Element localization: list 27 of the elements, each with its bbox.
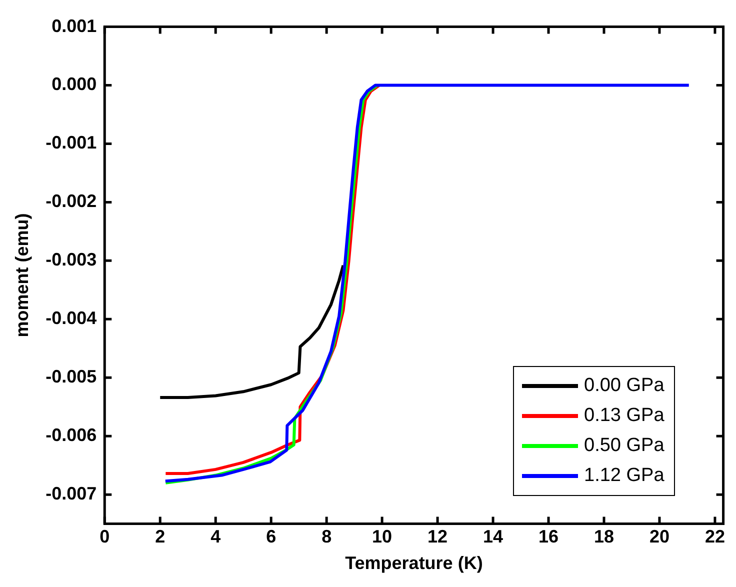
- x-tick-label: 2: [155, 526, 166, 547]
- x-axis-title: Temperature (K): [345, 553, 483, 574]
- x-tick-label: 8: [322, 526, 332, 547]
- x-tick-label: 20: [649, 526, 670, 547]
- x-tick-label: 10: [372, 526, 392, 547]
- y-tick-label: -0.001: [46, 132, 97, 153]
- y-tick-label: -0.003: [46, 250, 97, 270]
- y-tick-label: -0.007: [46, 484, 97, 504]
- y-tick-label: 0.001: [52, 16, 97, 36]
- legend-label: 0.00 GPa: [584, 374, 664, 397]
- legend-label: 0.50 GPa: [584, 434, 664, 457]
- x-tick-label: 22: [704, 526, 725, 547]
- x-tick-label: 0: [100, 526, 110, 547]
- legend-label: 0.13 GPa: [584, 404, 664, 427]
- legend-label: 1.12 GPa: [584, 464, 664, 487]
- x-tick-label: 14: [483, 526, 504, 547]
- y-tick-label: -0.006: [46, 425, 97, 446]
- y-tick-label: -0.004: [46, 308, 97, 328]
- y-axis-title: moment (emu): [12, 213, 32, 338]
- x-tick-label: 12: [428, 526, 448, 547]
- x-tick-label: 4: [210, 526, 221, 547]
- y-tick-label: -0.005: [46, 366, 97, 387]
- x-tick-label: 6: [266, 526, 276, 547]
- x-tick-label: 16: [538, 526, 559, 547]
- y-tick-label: -0.002: [46, 191, 97, 212]
- x-tick-label: 18: [594, 526, 614, 547]
- y-tick-label: 0.000: [52, 74, 97, 94]
